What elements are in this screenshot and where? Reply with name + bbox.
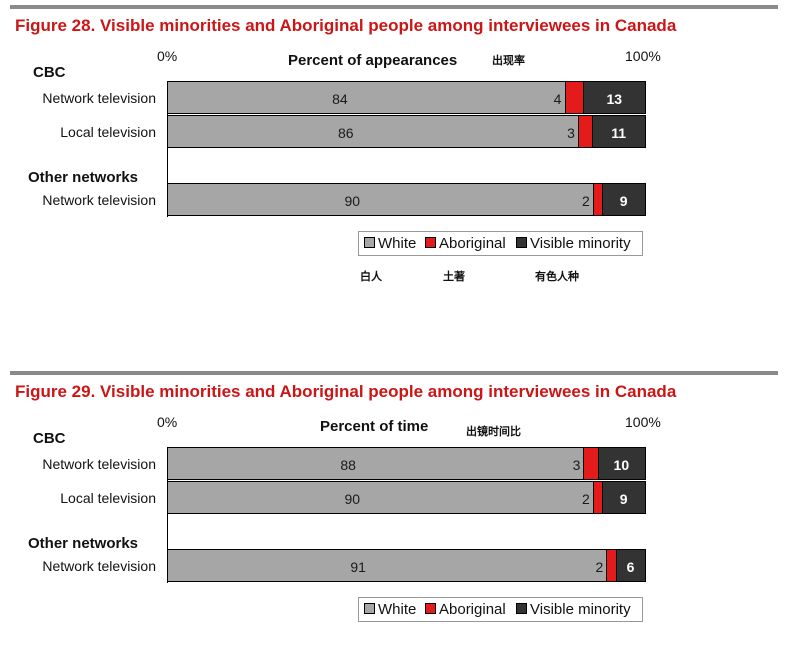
axis-max-label: 100% bbox=[625, 414, 661, 430]
figure-28: Figure 28. Visible minorities and Aborig… bbox=[0, 0, 800, 300]
bar-value-label: 11 bbox=[611, 124, 627, 141]
bar-value-label: 86 bbox=[338, 124, 354, 141]
bar-value-label: 91 bbox=[350, 558, 366, 575]
bar-value-label: 6 bbox=[626, 558, 635, 575]
bar-value-label: 2 bbox=[582, 490, 590, 507]
bar-segment-white bbox=[167, 447, 585, 480]
legend-label: Aboriginal bbox=[439, 601, 506, 618]
legend-swatch bbox=[364, 603, 375, 615]
group-label-cbc: CBC bbox=[33, 64, 66, 81]
bar-value-label: 90 bbox=[344, 192, 361, 209]
legend-item-aboriginal: Aboriginal bbox=[425, 601, 506, 618]
group-label-cbc: CBC bbox=[33, 430, 66, 447]
legend-label: Visible minority bbox=[530, 601, 631, 618]
bars-area: 84 4 13 86 3 11 90 2 9 bbox=[167, 0, 647, 220]
legend-swatch bbox=[516, 603, 527, 615]
legend-item-aboriginal: Aboriginal bbox=[425, 235, 506, 252]
axis-title: Percent of time bbox=[320, 418, 429, 435]
row-label: Local television bbox=[60, 490, 156, 506]
bar-value-label: 3 bbox=[567, 124, 575, 141]
bar-value-label: 9 bbox=[619, 192, 628, 209]
bar-segment-aboriginal bbox=[583, 447, 599, 480]
legend: White Aboriginal Visible minority bbox=[358, 231, 643, 256]
axis-min-label: 0% bbox=[157, 48, 178, 64]
row-label: Network television bbox=[42, 192, 156, 208]
legend-item-visible-minority: Visible minority bbox=[516, 601, 631, 618]
row-label: Network television bbox=[42, 456, 156, 472]
row-label: Local television bbox=[60, 124, 156, 140]
bar-segment-visible-minority bbox=[602, 481, 646, 514]
legend-swatch bbox=[364, 237, 375, 249]
group-label-other: Other networks bbox=[28, 535, 139, 552]
chart-title: Figure 29. Visible minorities and Aborig… bbox=[15, 382, 677, 401]
axis-title: Percent of appearances bbox=[288, 52, 458, 69]
bars-area: 88 3 10 90 2 9 91 2 6 bbox=[167, 366, 647, 586]
legend-label: Aboriginal bbox=[439, 235, 506, 252]
row-label: Network television bbox=[42, 558, 156, 574]
legend-note: 土著 bbox=[443, 271, 465, 283]
top-divider bbox=[10, 371, 778, 375]
bar-segment-white bbox=[167, 481, 594, 514]
axis-note: 出镜时间比 bbox=[466, 426, 521, 438]
legend-label: White bbox=[378, 235, 417, 252]
row-label: Network television bbox=[42, 90, 156, 106]
legend-label: White bbox=[378, 601, 417, 618]
legend-swatch bbox=[425, 603, 436, 615]
bar-segment-aboriginal bbox=[578, 115, 594, 148]
bar-segment-white bbox=[167, 81, 566, 114]
bar-segment-aboriginal bbox=[564, 81, 585, 114]
bar-value-label: 2 bbox=[595, 558, 604, 575]
legend-item-white: White bbox=[364, 601, 416, 618]
group-label-other: Other networks bbox=[28, 169, 139, 186]
axis-note: 出现率 bbox=[492, 55, 525, 67]
axis-max-label: 100% bbox=[625, 48, 661, 64]
bar-segment-visible-minority bbox=[597, 447, 646, 480]
axis-line bbox=[167, 81, 168, 217]
bar-segment-visible-minority bbox=[602, 183, 646, 216]
bar-segment-visible-minority bbox=[616, 549, 646, 582]
legend-label: Visible minority bbox=[530, 235, 631, 252]
bar-value-label: 13 bbox=[606, 90, 623, 107]
bar-segment-white bbox=[167, 183, 594, 216]
bar-value-label: 90 bbox=[344, 490, 361, 507]
legend-item-visible-minority: Visible minority bbox=[516, 235, 631, 252]
bar-value-label: 4 bbox=[553, 90, 562, 107]
bar-value-label: 2 bbox=[582, 192, 590, 209]
legend-note: 有色人种 bbox=[535, 271, 579, 283]
bar-value-label: 3 bbox=[572, 456, 581, 473]
bar-segment-visible-minority bbox=[583, 81, 646, 114]
bar-value-label: 84 bbox=[332, 90, 348, 107]
bar-segment-white bbox=[167, 549, 608, 582]
legend-swatch bbox=[425, 237, 436, 249]
legend-item-white: White bbox=[364, 235, 416, 252]
legend: White Aboriginal Visible minority bbox=[358, 597, 643, 622]
bar-value-label: 9 bbox=[619, 490, 628, 507]
legend-note: 白人 bbox=[360, 271, 382, 283]
bar-segment-white bbox=[167, 115, 580, 148]
legend-swatch bbox=[516, 237, 527, 249]
bar-value-label: 88 bbox=[340, 456, 356, 473]
bar-segment-visible-minority bbox=[592, 115, 646, 148]
figure-29: Figure 29. Visible minorities and Aborig… bbox=[0, 366, 800, 666]
bar-value-label: 10 bbox=[613, 456, 630, 473]
chart-title: Figure 28. Visible minorities and Aborig… bbox=[15, 16, 677, 35]
axis-line bbox=[167, 447, 168, 583]
axis-min-label: 0% bbox=[157, 414, 178, 430]
top-divider bbox=[10, 5, 778, 9]
